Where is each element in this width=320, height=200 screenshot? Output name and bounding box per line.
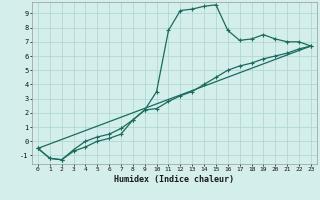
X-axis label: Humidex (Indice chaleur): Humidex (Indice chaleur) xyxy=(115,175,234,184)
